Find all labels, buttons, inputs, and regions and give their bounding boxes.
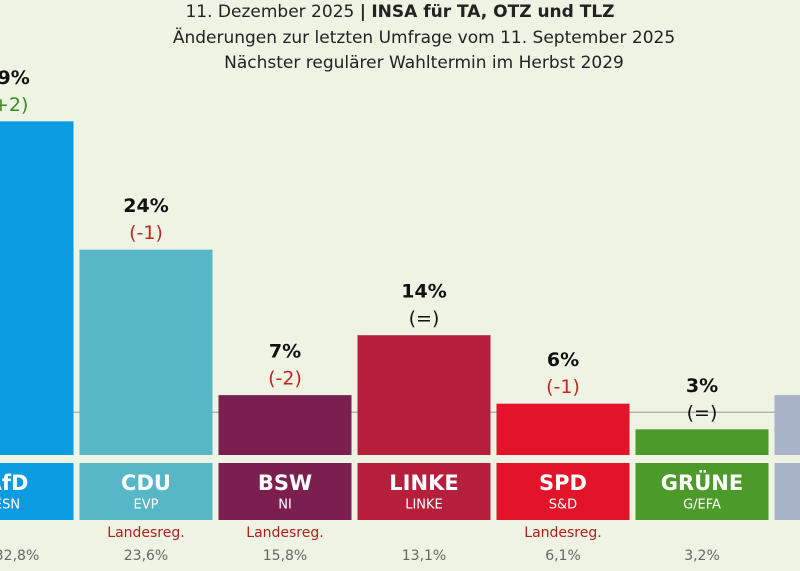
change-label: (-1) <box>546 376 580 398</box>
previous: 3,2% <box>684 548 720 564</box>
party-group: NI <box>278 498 292 513</box>
value-label: 14% <box>401 281 446 303</box>
party-box <box>774 463 800 520</box>
note: Landesreg. <box>524 525 601 541</box>
bar <box>357 335 491 455</box>
bar <box>0 121 74 455</box>
party-group: G/EFA <box>683 498 721 513</box>
previous: 15,8% <box>263 548 307 564</box>
value-label: 6% <box>547 349 579 371</box>
value-label: 3% <box>686 375 718 397</box>
change-label: (-2) <box>268 368 302 390</box>
party-box <box>0 463 74 520</box>
separator: | <box>360 2 366 22</box>
bar <box>635 429 769 455</box>
party-name: SPD <box>539 471 587 495</box>
subtitle: Nächster regulärer Wahltermin im Herbst … <box>224 53 624 73</box>
party-name: AfD <box>0 471 28 495</box>
subtitle: Änderungen zur letzten Umfrage vom 11. S… <box>173 27 675 48</box>
bar <box>774 395 800 455</box>
party-box <box>635 463 769 520</box>
previous: 32,8% <box>0 548 39 564</box>
party-box <box>218 463 352 520</box>
note: Landesreg. <box>107 525 184 541</box>
change-label: (=) <box>687 402 718 424</box>
previous: 6,1% <box>545 548 581 564</box>
change-label: (-1) <box>129 222 163 244</box>
value-label: 24% <box>123 195 168 217</box>
previous: 13,1% <box>402 548 446 564</box>
party-name: LINKE <box>389 471 458 495</box>
header: 11. Dezember 2025 | INSA für TA, OTZ und… <box>185 2 614 22</box>
party-box <box>79 463 213 520</box>
party-name: GRÜNE <box>661 470 743 495</box>
party-group: LINKE <box>405 498 443 513</box>
note: Landesreg. <box>246 525 323 541</box>
party-box <box>357 463 491 520</box>
party-group: S&D <box>549 498 577 513</box>
value-label: 39% <box>0 67 30 89</box>
bar <box>496 403 630 455</box>
bar <box>79 249 213 455</box>
party-name: CDU <box>121 471 171 495</box>
value-label: 7% <box>269 341 301 363</box>
party-name: BSW <box>258 471 312 495</box>
bar <box>218 395 352 455</box>
party-box <box>496 463 630 520</box>
party-group: EVP <box>134 498 159 513</box>
change-label: (=) <box>409 308 440 330</box>
party-group: ESN <box>0 498 20 513</box>
source: INSA für TA, OTZ und TLZ <box>371 2 614 22</box>
change-label: (+2) <box>0 94 28 116</box>
date: 11. Dezember 2025 <box>185 2 354 22</box>
previous: 23,6% <box>124 548 168 564</box>
